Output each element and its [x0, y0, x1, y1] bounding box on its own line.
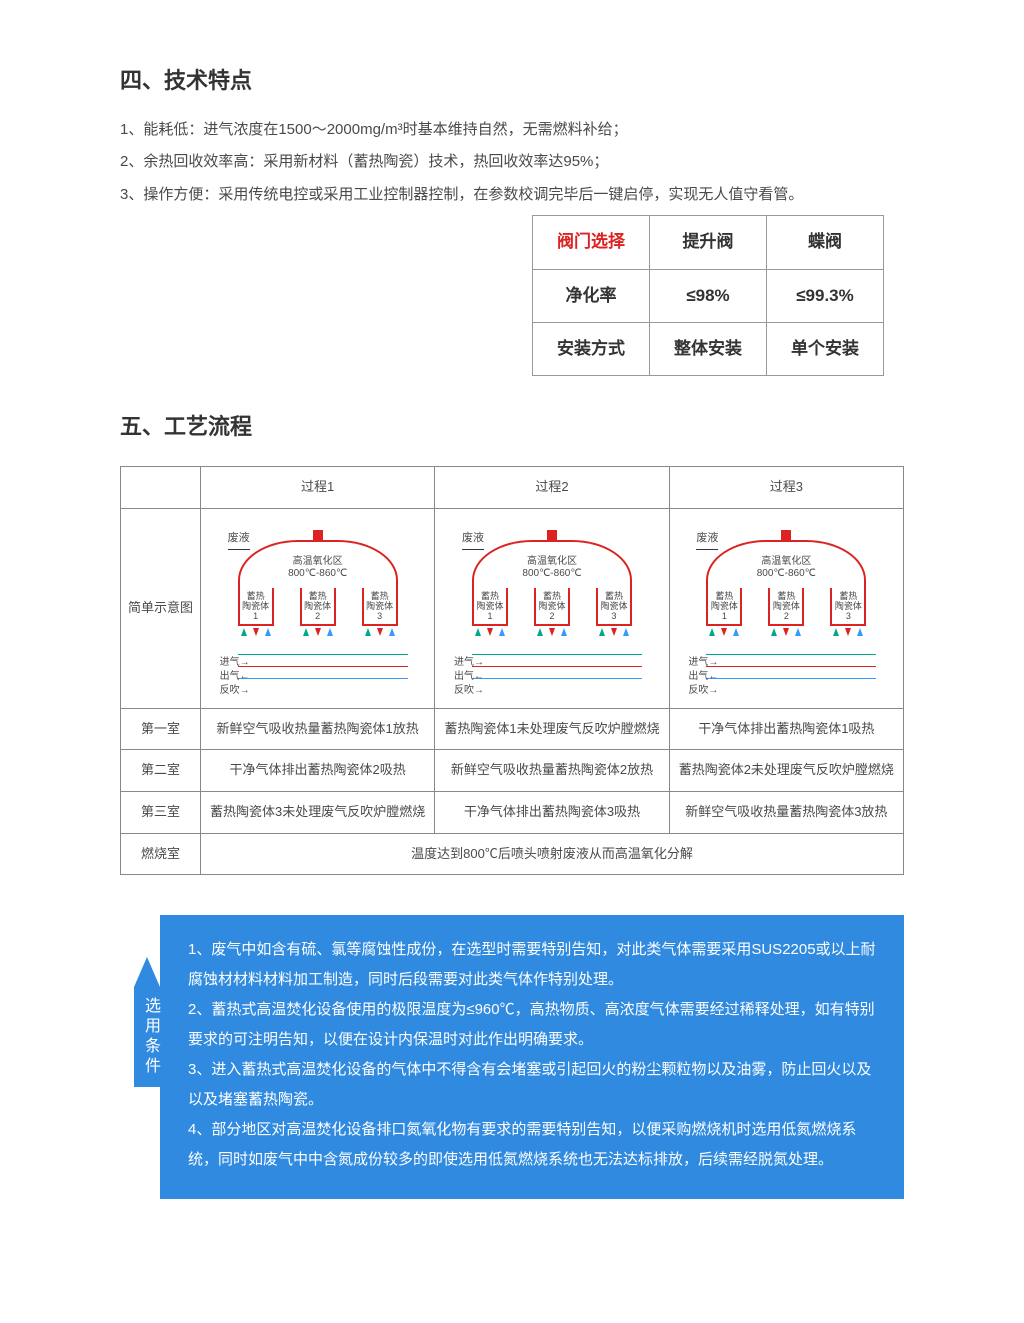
- valve-row0-col2: ≤99.3%: [767, 269, 884, 322]
- process-diagram-3: 废液 高温氧化区800℃-860℃ 蓄热陶瓷体1 蓄热陶瓷体2 蓄热陶瓷体3 进…: [686, 518, 886, 698]
- feature-item-2: 2、余热回收效率高：采用新材料（蓄热陶瓷）技术，热回收效率达95%；: [120, 148, 904, 177]
- room3-proc2: 干净气体排出蓄热陶瓷体3吸热: [435, 792, 669, 834]
- room3-proc1: 蓄热陶瓷体3未处理废气反吹炉膛燃烧: [201, 792, 435, 834]
- process-flow-table: 过程1 过程2 过程3 简单示意图 废液 高温氧化区800℃-860℃ 蓄热陶瓷…: [120, 466, 904, 875]
- zone-line1: 高温氧化区: [293, 556, 343, 567]
- oxidation-zone: 高温氧化区800℃-860℃: [238, 540, 398, 588]
- flame-icon: [313, 530, 323, 542]
- room1-proc3: 干净气体排出蓄热陶瓷体1吸热: [669, 708, 903, 750]
- valve-row1-col0: 安装方式: [533, 322, 650, 375]
- room1-proc2: 蓄热陶瓷体1未处理废气反吹炉膛燃烧: [435, 708, 669, 750]
- condition-item-3: 3、进入蓄热式高温焚化设备的气体中不得含有会堵塞或引起回火的粉尘颗粒物以及油雾，…: [188, 1055, 876, 1115]
- section5-heading: 五、工艺流程: [120, 406, 904, 448]
- inlet-label: 进气→: [220, 657, 250, 668]
- process-header-blank: [121, 466, 201, 508]
- process-diagram-1: 废液 高温氧化区800℃-860℃ 蓄热陶瓷体1 蓄热陶瓷体2 蓄热陶瓷体3 进…: [218, 518, 418, 698]
- feature-item-1: 1、能耗低：进气浓度在1500～2000mg/m³时基本维持自然，无需燃料补给；: [120, 116, 904, 145]
- zone-line2: 800℃-860℃: [288, 568, 347, 579]
- valve-row0-col1: ≤98%: [650, 269, 767, 322]
- room1-proc1: 新鲜空气吸收热量蓄热陶瓷体1放热: [201, 708, 435, 750]
- room1-label: 第一室: [121, 708, 201, 750]
- valve-selection-table: 阀门选择 提升阀 蝶阀 净化率 ≤98% ≤99.3% 安装方式 整体安装 单个…: [532, 215, 884, 376]
- valve-row1-col2: 单个安装: [767, 322, 884, 375]
- diagram-cell-3: 废液 高温氧化区800℃-860℃ 蓄热陶瓷体1 蓄热陶瓷体2 蓄热陶瓷体3 进…: [669, 508, 903, 708]
- diagram-cell-1: 废液 高温氧化区800℃-860℃ 蓄热陶瓷体1 蓄热陶瓷体2 蓄热陶瓷体3 进…: [201, 508, 435, 708]
- room3-proc3: 新鲜空气吸收热量蓄热陶瓷体3放热: [669, 792, 903, 834]
- valve-header-2: 蝶阀: [767, 216, 884, 269]
- purge-label: 反吹→: [220, 685, 250, 696]
- condition-item-2: 2、蓄热式高温焚化设备使用的极限温度为≤960℃，高热物质、高浓度气体需要经过稀…: [188, 995, 876, 1055]
- selection-conditions-box: 选用条件 1、废气中如含有硫、氯等腐蚀性成份，在选型时需要特别告知，对此类气体需…: [160, 915, 904, 1199]
- valve-row0-col0: 净化率: [533, 269, 650, 322]
- process-diagram-2: 废液 高温氧化区800℃-860℃ 蓄热陶瓷体1 蓄热陶瓷体2 蓄热陶瓷体3 进…: [452, 518, 652, 698]
- combustion-label: 燃烧室: [121, 833, 201, 875]
- chamber-1: 蓄热陶瓷体1: [238, 588, 274, 626]
- process-header-1: 过程1: [201, 466, 435, 508]
- waste-label: 废液: [228, 528, 250, 550]
- conditions-tab-label: 选用条件: [134, 987, 160, 1087]
- section4-heading: 四、技术特点: [120, 60, 904, 102]
- diagram-cell-2: 废液 高温氧化区800℃-860℃ 蓄热陶瓷体1 蓄热陶瓷体2 蓄热陶瓷体3 进…: [435, 508, 669, 708]
- valve-header-0: 阀门选择: [533, 216, 650, 269]
- valve-row1-col1: 整体安装: [650, 322, 767, 375]
- process-header-3: 过程3: [669, 466, 903, 508]
- condition-item-1: 1、废气中如含有硫、氯等腐蚀性成份，在选型时需要特别告知，对此类气体需要采用SU…: [188, 935, 876, 995]
- room2-label: 第二室: [121, 750, 201, 792]
- room2-proc3: 蓄热陶瓷体2未处理废气反吹炉膛燃烧: [669, 750, 903, 792]
- room2-proc2: 新鲜空气吸收热量蓄热陶瓷体2放热: [435, 750, 669, 792]
- room2-proc1: 干净气体排出蓄热陶瓷体2吸热: [201, 750, 435, 792]
- feature-item-3: 3、操作方便：采用传统电控或采用工业控制器控制，在参数校调完毕后一键启停，实现无…: [120, 181, 904, 210]
- chamber-3: 蓄热陶瓷体3: [362, 588, 398, 626]
- diagram-row-label: 简单示意图: [121, 508, 201, 708]
- outlet-label: 出气←: [220, 671, 250, 682]
- combustion-merged: 温度达到800℃后喷头喷射废液从而高温氧化分解: [201, 833, 904, 875]
- chamber-2: 蓄热陶瓷体2: [300, 588, 336, 626]
- room3-label: 第三室: [121, 792, 201, 834]
- process-header-2: 过程2: [435, 466, 669, 508]
- condition-item-4: 4、部分地区对高温焚化设备排口氮氧化物有要求的需要特别告知，以便采购燃烧机时选用…: [188, 1115, 876, 1175]
- valve-header-1: 提升阀: [650, 216, 767, 269]
